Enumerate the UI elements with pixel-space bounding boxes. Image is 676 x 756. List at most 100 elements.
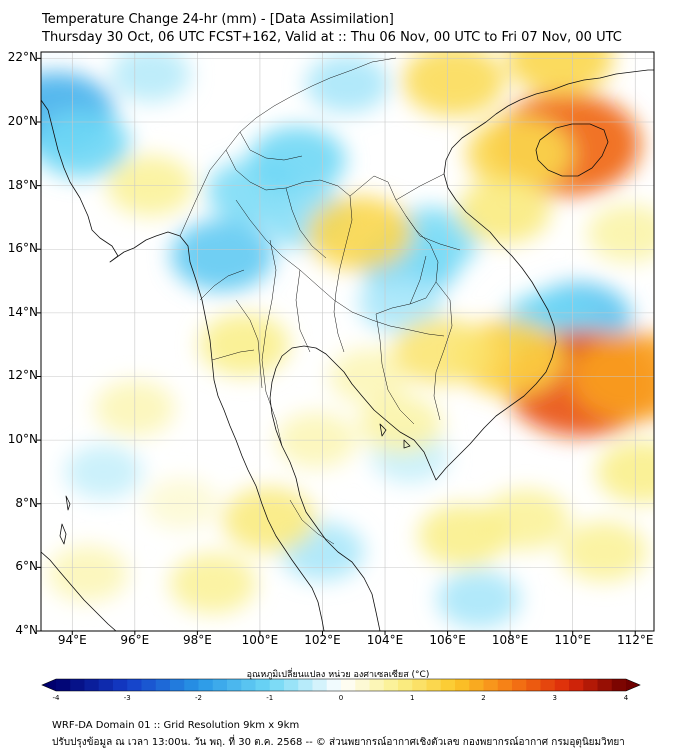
islands-andaman (59, 495, 71, 545)
anomaly-blob-14 (436, 570, 521, 629)
coastlines-and-borders (41, 57, 654, 631)
anomaly-blob-29 (169, 553, 257, 614)
anomaly-blob-4 (249, 126, 346, 194)
colorbar-segment-9 (184, 679, 200, 691)
map-title: Temperature Change 24-hr (mm) - [Data As… (42, 12, 394, 27)
lat-label-10: 10°N (7, 432, 38, 447)
temperature-field (41, 52, 654, 631)
colorbar-segment-13 (241, 679, 257, 691)
colorbar-segment-3 (98, 679, 114, 691)
colorbar-segment-21 (355, 679, 371, 691)
map-subtitle: Thursday 30 Oct, 06 UTC FCST+162, Valid … (42, 30, 622, 45)
colorbar-segment-8 (170, 679, 185, 691)
lon-label-108: 108°E (491, 633, 529, 647)
colorbar-segment-30 (483, 679, 499, 691)
coastline-sumatra (41, 551, 117, 631)
anomaly-blob-31 (393, 317, 490, 385)
anomaly-blob-36 (596, 440, 654, 504)
colorbar-segment-27 (440, 679, 456, 691)
colorbar-segment-4 (113, 679, 128, 691)
colorbar-segment-19 (326, 679, 342, 691)
anomaly-blob-40 (587, 204, 654, 263)
colorbar-segment-29 (469, 679, 485, 691)
colorbar-segment-2 (84, 679, 100, 691)
lon-label-94: 94°E (57, 633, 87, 647)
anomaly-blob-35 (560, 521, 648, 582)
colorbar-extend-min (42, 679, 56, 691)
lat-label-16: 16°N (7, 241, 38, 256)
colorbar-segment-18 (312, 679, 328, 691)
lon-label-100: 100°E (241, 633, 279, 647)
colorbar-segment-7 (155, 679, 171, 691)
lat-label-12: 12°N (7, 368, 38, 383)
anomaly-blob-11 (305, 54, 390, 113)
colorbar-tick-label: 0 (338, 694, 344, 702)
coastline-peninsula-west (267, 519, 325, 631)
graticule (41, 52, 654, 632)
anomaly-blob-28 (222, 487, 317, 553)
colorbar-segment-0 (56, 679, 71, 691)
colorbar-segment-20 (341, 679, 356, 691)
anomaly-blob-12 (110, 52, 191, 103)
colorbar-segment-16 (284, 679, 299, 691)
anomaly-blob-2 (170, 219, 274, 292)
anomaly-blob-23 (402, 52, 506, 117)
colorbar-segment-17 (298, 679, 314, 691)
plot-frame (40, 51, 655, 632)
colorbar-segment-6 (141, 679, 157, 691)
coastline-hainan (535, 123, 609, 177)
colorbar-segment-10 (198, 679, 214, 691)
colorbar-segment-35 (554, 679, 570, 691)
colorbar-segment-1 (70, 679, 86, 691)
colorbar-segment-24 (398, 679, 413, 691)
lon-label-112: 112°E (616, 633, 654, 647)
colorbar-tick-label: -2 (195, 694, 202, 702)
colorbar-tick-label: 3 (552, 694, 557, 702)
anomaly-blob-37 (47, 545, 129, 602)
anomaly-blob-32 (358, 395, 443, 454)
footer-model-info: WRF-DA Domain 01 :: Grid Resolution 9km … (52, 720, 300, 731)
colorbar-title: อุณหภูมิเปลี่ยนแปลง หน่วย องศาเซลเซียส (… (246, 670, 430, 680)
colorbar-segment-26 (426, 679, 442, 691)
lon-label-102: 102°E (304, 633, 341, 647)
colorbar-segment-37 (583, 679, 599, 691)
colorbar-segment-14 (255, 679, 271, 691)
temperature-anomalies (41, 52, 654, 629)
colorbar-segment-22 (369, 679, 385, 691)
anomaly-blob-22 (306, 196, 414, 271)
anomaly-blob-24 (507, 52, 614, 96)
lon-label-98: 98°E (182, 633, 212, 647)
colorbar-tick-label: 1 (410, 694, 415, 702)
colorbar-segment-28 (455, 679, 470, 691)
colorbar-tick-label: 4 (623, 694, 629, 702)
axis-ticks (37, 57, 636, 635)
anomaly-blob-10 (358, 274, 443, 333)
admin-borders (179, 57, 461, 545)
colorbar-segment-15 (269, 679, 285, 691)
colorbar-segment-32 (512, 679, 527, 691)
colorbar-segment-31 (497, 679, 513, 691)
anomaly-blob-39 (457, 178, 551, 244)
coastline-myanmar-west (41, 99, 269, 521)
colorbar-segment-25 (412, 679, 428, 691)
colorbar-tick-label: -3 (123, 694, 131, 702)
colorbar-segment-23 (383, 679, 399, 691)
colorbar-extend-max (626, 679, 640, 691)
lat-label-20: 20°N (7, 113, 38, 128)
footer-credit: ปรับปรุงข้อมูล ณ เวลา 13:00น. วัน พฤ. ที… (52, 737, 625, 748)
colorbar-segment-36 (569, 679, 584, 691)
coastline-peninsula-east (269, 69, 654, 631)
lon-label-104: 104°E (366, 633, 404, 647)
lat-label-6: 6°N (15, 559, 38, 574)
lat-label-4: 4°N (15, 623, 38, 637)
colorbar-tick-label: 2 (481, 694, 486, 702)
lon-label-96: 96°E (120, 633, 150, 647)
anomaly-blob-15 (64, 445, 143, 499)
colorbar-segment-34 (540, 679, 556, 691)
islands-gulf (379, 423, 411, 449)
anomaly-blob-1 (41, 110, 130, 178)
colorbar-segment-12 (227, 679, 242, 691)
lat-label-8: 8°N (15, 495, 38, 510)
lon-label-110: 110°E (554, 633, 591, 647)
